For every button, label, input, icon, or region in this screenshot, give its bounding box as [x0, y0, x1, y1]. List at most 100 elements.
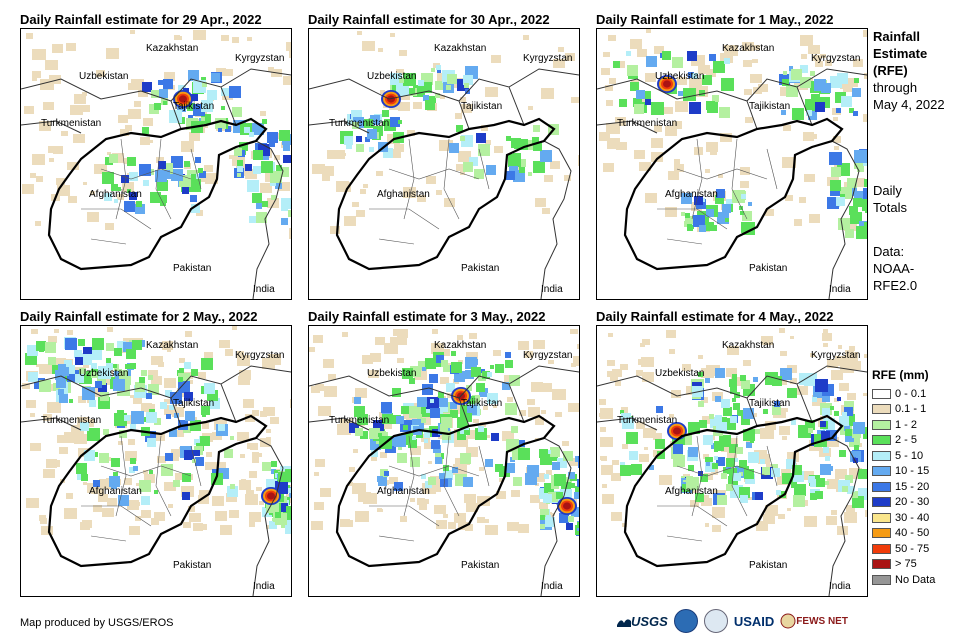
country-label-tajikistan: Tajikistan — [173, 101, 214, 112]
rainfall-map: Kazakhstan Kyrgyzstan Uzbekistan Tajikistan… — [596, 28, 868, 300]
legend-swatch — [872, 528, 891, 539]
country-label-kyrgyzstan: Kyrgyzstan — [523, 350, 572, 361]
map-graphic: Kazakhstan Kyrgyzstan Uzbekistan Tajikistan… — [597, 29, 867, 299]
map-graphic: Kazakhstan Kyrgyzstan Uzbekistan Tajikistan… — [309, 31, 579, 299]
map-panel-4-may: Daily Rainfall estimate for 4 May., 2022… — [596, 309, 868, 599]
legend-label: 1 - 2 — [895, 418, 918, 431]
country-label-uzbekistan: Uzbekistan — [655, 71, 704, 82]
legend-label: 0.1 - 1 — [895, 403, 927, 416]
data-line: RFE2.0 — [873, 278, 918, 293]
legend-item: No Data — [872, 572, 935, 588]
country-label-kyrgyzstan: Kyrgyzstan — [235, 350, 284, 361]
heading-line: Estimate — [873, 46, 928, 61]
legend-swatch — [872, 559, 891, 570]
country-label-uzbekistan: Uzbekistan — [367, 368, 416, 379]
legend-title: RFE (mm) — [872, 368, 929, 382]
country-label-turkmenistan: Turkmenistan — [617, 118, 677, 129]
country-label-afghanistan: Afghanistan — [665, 486, 718, 497]
legend-label: 50 - 75 — [895, 542, 930, 555]
country-label-kazakhstan: Kazakhstan — [434, 340, 486, 351]
country-label-afghanistan: Afghanistan — [377, 486, 430, 497]
panel-title: Daily Rainfall estimate for 1 May., 2022 — [596, 12, 834, 27]
panel-title: Daily Rainfall estimate for 30 Apr., 202… — [308, 12, 550, 27]
usgs-wave-icon — [617, 619, 631, 627]
country-label-pakistan: Pakistan — [461, 263, 499, 274]
country-label-india: India — [541, 284, 563, 295]
panel-title: Daily Rainfall estimate for 29 Apr., 202… — [20, 12, 262, 27]
country-label-kyrgyzstan: Kyrgyzstan — [523, 53, 572, 64]
country-label-tajikistan: Tajikistan — [461, 398, 502, 409]
panel-title: Daily Rainfall estimate for 3 May., 2022 — [308, 309, 546, 324]
country-label-uzbekistan: Uzbekistan — [655, 368, 704, 379]
panel-title: Daily Rainfall estimate for 4 May., 2022 — [596, 309, 834, 324]
rainfall-map: Kazakhstan Kyrgyzstan Uzbekistan Tajikistan… — [20, 28, 292, 300]
country-label-kazakhstan: Kazakhstan — [146, 340, 198, 351]
usgs-label: USGS — [631, 613, 668, 629]
country-label-tajikistan: Tajikistan — [173, 398, 214, 409]
map-graphic: Kazakhstan Kyrgyzstan Uzbekistan Tajikistan… — [597, 328, 867, 596]
country-label-afghanistan: Afghanistan — [89, 189, 142, 200]
country-label-pakistan: Pakistan — [749, 263, 787, 274]
country-label-kazakhstan: Kazakhstan — [722, 340, 774, 351]
country-label-afghanistan: Afghanistan — [665, 189, 718, 200]
legend-swatch — [872, 466, 891, 477]
data-line: NOAA- — [873, 261, 915, 276]
map-panel-1-may: Daily Rainfall estimate for 1 May., 2022… — [596, 12, 868, 302]
usgs-logo: USGS — [617, 614, 668, 629]
ncep-logo — [703, 609, 728, 633]
legend-item: 15 - 20 — [872, 479, 935, 495]
country-label-afghanistan: Afghanistan — [377, 189, 430, 200]
sidebar-heading: Rainfall Estimate (RFE) through May 4, 2… — [873, 28, 945, 113]
legend-rows: 0 - 0.1 0.1 - 1 1 - 2 2 - 5 5 - 10 10 - 15 15 … — [872, 386, 935, 588]
sidebar-data-source: Data: NOAA- RFE2.0 — [873, 243, 917, 294]
legend-label: 20 - 30 — [895, 496, 930, 509]
fewsnet-label: FEWS NET — [796, 615, 848, 627]
legend-item: 2 - 5 — [872, 433, 935, 449]
noaa-logo — [673, 609, 698, 633]
legend-label: 2 - 5 — [895, 434, 918, 447]
legend-swatch — [872, 497, 891, 508]
legend-item: 50 - 75 — [872, 541, 935, 557]
legend-swatch — [872, 481, 891, 492]
usaid-logo: USAID — [734, 614, 774, 629]
legend-swatch — [872, 404, 891, 415]
legend-label: 30 - 40 — [895, 511, 930, 524]
legend-label: No Data — [895, 573, 936, 586]
country-label-uzbekistan: Uzbekistan — [79, 368, 128, 379]
country-label-turkmenistan: Turkmenistan — [329, 415, 389, 426]
country-label-tajikistan: Tajikistan — [749, 101, 790, 112]
country-label-turkmenistan: Turkmenistan — [617, 415, 677, 426]
heading-line: (RFE) — [873, 63, 908, 78]
country-label-turkmenistan: Turkmenistan — [41, 415, 101, 426]
legend-label: 0 - 0.1 — [895, 387, 927, 400]
map-graphic: Kazakhstan Kyrgyzstan Uzbekistan Tajikistan… — [21, 30, 291, 299]
country-label-india: India — [541, 581, 563, 592]
logo-strip: USGS USAID FEWS NET — [617, 609, 848, 633]
country-label-kyrgyzstan: Kyrgyzstan — [811, 53, 860, 64]
country-label-tajikistan: Tajikistan — [749, 398, 790, 409]
country-label-pakistan: Pakistan — [461, 560, 499, 571]
legend-swatch — [872, 419, 891, 430]
data-line: Data: — [873, 244, 905, 259]
totals-line: Daily — [873, 183, 902, 198]
rainfall-map: Kazakhstan Kyrgyzstan Uzbekistan Tajikistan… — [596, 325, 868, 597]
country-label-pakistan: Pakistan — [173, 263, 211, 274]
country-label-tajikistan: Tajikistan — [461, 101, 502, 112]
through-line: through — [873, 80, 918, 95]
legend-item: 20 - 30 — [872, 495, 935, 511]
legend-item: 30 - 40 — [872, 510, 935, 526]
country-label-pakistan: Pakistan — [173, 560, 211, 571]
fewsnet-logo: FEWS NET — [780, 613, 848, 629]
rainfall-map: Kazakhstan Kyrgyzstan Uzbekistan Tajikistan… — [20, 325, 292, 597]
map-graphic: Kazakhstan Kyrgyzstan Uzbekistan Tajikistan… — [309, 329, 579, 596]
legend-swatch — [872, 450, 891, 461]
country-label-india: India — [253, 581, 275, 592]
legend-item: 1 - 2 — [872, 417, 935, 433]
country-label-uzbekistan: Uzbekistan — [79, 71, 128, 82]
sidebar-totals: Daily Totals — [873, 182, 907, 216]
legend-swatch — [872, 543, 891, 554]
map-credit: Map produced by USGS/EROS — [20, 617, 174, 629]
legend-swatch — [872, 435, 891, 446]
panel-title: Daily Rainfall estimate for 2 May., 2022 — [20, 309, 258, 324]
country-label-kazakhstan: Kazakhstan — [434, 43, 486, 54]
